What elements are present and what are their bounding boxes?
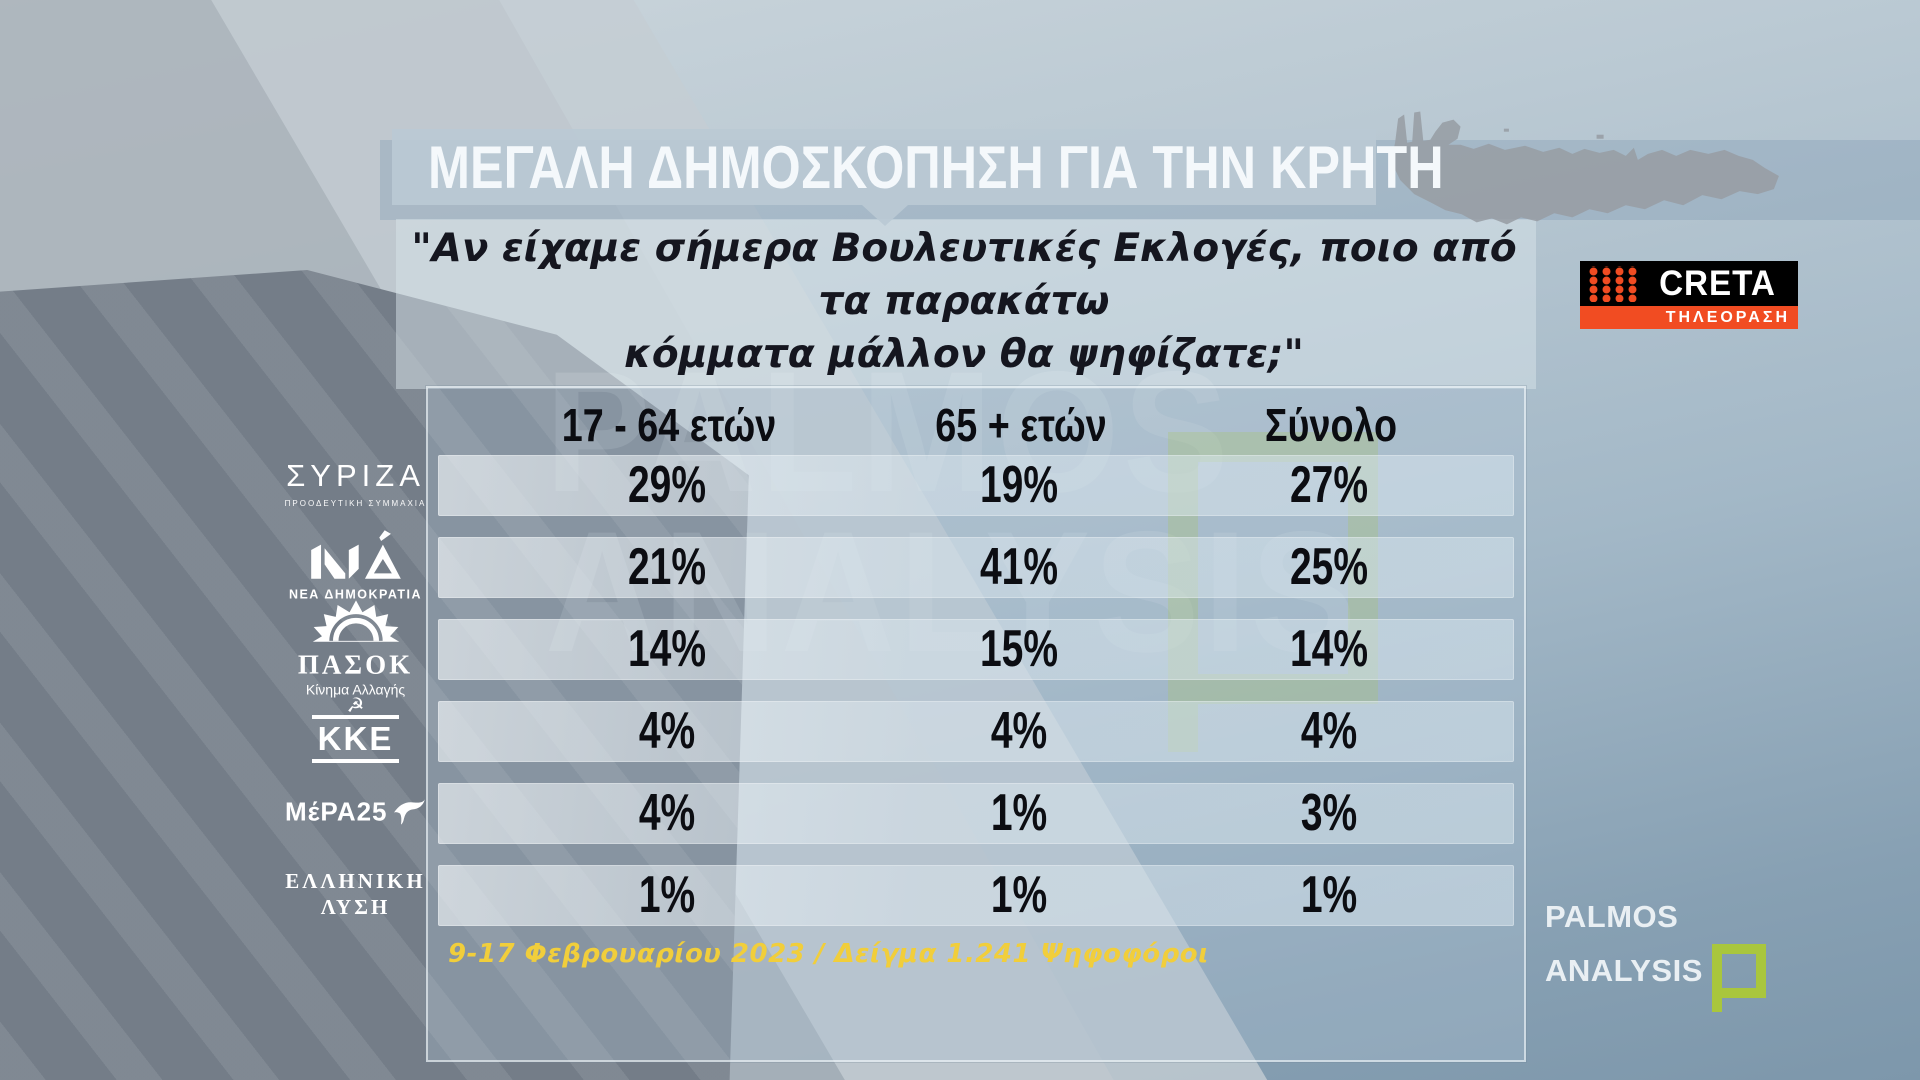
swallow-icon: [393, 798, 425, 825]
question-line1: "Αν είχαμε σήμερα Βουλευτικές Εκλογές, π…: [411, 226, 1517, 324]
creta-tv-logo: CRETA ΤΗΛΕΟΡΑΣΗ: [1580, 261, 1798, 329]
palmos-line1: PALMOS: [1545, 899, 1679, 934]
page-title: ΜΕΓΑΛΗ ΔΗΜΟΣΚΟΠΗΣΗ ΓΙΑ ΤΗΝ ΚΡΗΤΗ: [428, 133, 1444, 201]
nd-logo-icon: [310, 530, 401, 579]
value-cell: 14%: [627, 620, 707, 678]
pasok-wordmark: ΠΑΣΟΚ: [297, 649, 414, 680]
elliniki-lysi-wordmark: ΕΛΛΗΝΙΚΗ ΛΥΣΗ: [285, 869, 426, 919]
value-cell: 4%: [638, 784, 696, 842]
table-row: 21% 41% 25%: [438, 537, 1514, 598]
table-row: 1% 1% 1%: [438, 865, 1514, 926]
table-row: 29% 19% 27%: [438, 455, 1514, 516]
mera25-wordmark: ΜέΡΑ25: [285, 796, 388, 827]
column-header-total: Σύνολο: [1264, 399, 1398, 451]
value-cell: 1%: [990, 866, 1048, 924]
poll-question: "Αν είχαμε σήμερα Βουλευτικές Εκλογές, π…: [392, 222, 1536, 381]
party-logo-syriza: ΣΥΡΙΖΑ ΠΡΟΟΔΕΥΤΙΚΗ ΣΥΜΜΑΧΙΑ: [268, 458, 443, 508]
creta-dots-icon: [1585, 265, 1637, 302]
value-cell: 4%: [1300, 702, 1358, 760]
table-row: 4% 1% 3%: [438, 783, 1514, 844]
nd-subtitle: ΝΕΑ ΔΗΜΟΚΡΑΤΙΑ: [288, 587, 423, 602]
table-row: 14% 15% 14%: [438, 619, 1514, 680]
question-background-panel: [396, 219, 1536, 389]
value-cell: 21%: [627, 538, 707, 596]
palmos-square-icon: [1711, 944, 1766, 1012]
creta-logo-top: CRETA: [1580, 261, 1798, 306]
table-row: 4% 4% 4%: [438, 701, 1514, 762]
pasok-subtitle: Κίνημα Αλλαγής: [305, 681, 406, 698]
party-logo-mera25: ΜέΡΑ25: [268, 797, 443, 828]
party-logo-kke: ☭ ΚΚΕ: [268, 695, 443, 763]
column-header-65plus: 65 + ετών: [935, 399, 1107, 451]
sample-footnote: 9-17 Φεβρουαρίου 2023 / Δείγμα 1.241 Ψηφ…: [448, 939, 1209, 969]
party-logo-elliniki-lysi: ΕΛΛΗΝΙΚΗ ΛΥΣΗ: [268, 868, 443, 920]
crete-map-icon: [1391, 111, 1779, 225]
value-cell: 25%: [1289, 538, 1369, 596]
title-banner: ΜΕΓΑΛΗ ΔΗΜΟΣΚΟΠΗΣΗ ΓΙΑ ΤΗΝ ΚΡΗΤΗ: [392, 129, 1444, 205]
kke-wordmark: ΚΚΕ: [311, 715, 400, 763]
value-cell: 15%: [979, 620, 1059, 678]
value-cell: 14%: [1289, 620, 1369, 678]
hammer-sickle-icon: ☭: [346, 695, 365, 717]
value-cell: 29%: [627, 456, 707, 514]
party-logo-nea-dimokratia: ΝΕΑ ΔΗΜΟΚΡΑΤΙΑ: [268, 529, 443, 602]
palmos-line2: ANALYSIS: [1545, 953, 1703, 988]
creta-logo-subtitle: ΤΗΛΕΟΡΑΣΗ: [1580, 306, 1798, 329]
column-header-17-64: 17 - 64 ετών: [561, 399, 777, 451]
syriza-wordmark: ΣΥΡΙΖΑ: [286, 458, 425, 493]
creta-logo-name: CRETA: [1659, 263, 1776, 303]
value-cell: 41%: [979, 538, 1059, 596]
value-cell: 1%: [990, 784, 1048, 842]
pasok-sun-icon: [312, 600, 399, 642]
value-cell: 3%: [1300, 784, 1358, 842]
value-cell: 19%: [979, 456, 1059, 514]
results-table: 17 - 64 ετών 65 + ετών Σύνολο 29% 19% 27% 2…: [426, 386, 1526, 1062]
palmos-analysis-logo: PALMOS ANALYSIS: [1545, 899, 1766, 1012]
party-logo-pasok: ΠΑΣΟΚ Κίνημα Αλλαγής: [268, 599, 443, 698]
banner-pointer-icon: [862, 205, 908, 226]
value-cell: 4%: [638, 702, 696, 760]
value-cell: 1%: [638, 866, 696, 924]
value-cell: 4%: [990, 702, 1048, 760]
value-cell: 1%: [1300, 866, 1358, 924]
question-line2: κόμματα μάλλον θα ψηφίζατε;": [624, 332, 1304, 377]
value-cell: 27%: [1289, 456, 1369, 514]
syriza-subtitle: ΠΡΟΟΔΕΥΤΙΚΗ ΣΥΜΜΑΧΙΑ: [284, 499, 427, 508]
